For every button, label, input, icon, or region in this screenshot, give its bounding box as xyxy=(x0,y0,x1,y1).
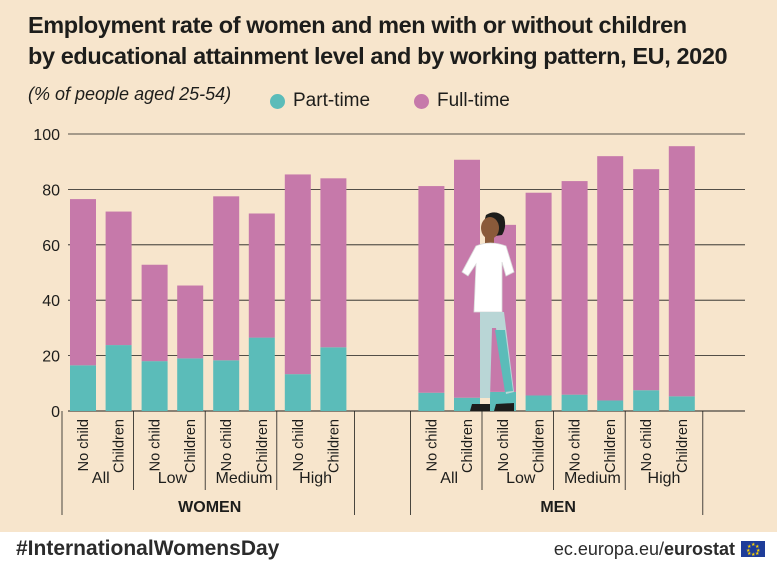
bar-part-time xyxy=(561,394,588,411)
bar-chart: 0 20 40 60 80 100 No child Children No child Chil… xyxy=(33,127,745,516)
bar-full-time xyxy=(561,181,588,395)
subgroup-label: All xyxy=(440,470,458,487)
y-tick-label: 0 xyxy=(51,404,60,421)
legend-full-time: Full-time xyxy=(414,90,510,112)
bar-category-label: Children xyxy=(460,419,476,473)
bar-full-time xyxy=(141,264,168,362)
legend-part-time: Part-time xyxy=(270,90,370,112)
footer-site[interactable]: ec.europa.eu/eurostat xyxy=(554,539,735,560)
group-label: WOMEN xyxy=(178,499,241,516)
bar-full-time xyxy=(284,174,311,375)
y-tick-label: 40 xyxy=(42,293,60,310)
standing-person-illustration xyxy=(461,212,515,411)
bar-full-time xyxy=(320,178,347,348)
bar-part-time xyxy=(248,337,275,411)
bar-part-time xyxy=(597,400,624,411)
chart-subtitle: (% of people aged 25-54) xyxy=(28,84,232,104)
bar-part-time xyxy=(320,347,347,411)
subgroup-label: Medium xyxy=(564,470,621,487)
bar-full-time xyxy=(597,156,624,401)
bar-part-time xyxy=(141,361,168,411)
bar-part-time xyxy=(70,365,96,411)
bar-category-label: No child xyxy=(639,419,655,471)
footer-hashtag: #InternationalWomensDay xyxy=(16,537,280,560)
subgroup-label: Medium xyxy=(216,470,273,487)
chart-title: Employment rate of women and men with or… xyxy=(28,10,728,72)
footer-bar xyxy=(0,532,777,567)
bar-category-label: Children xyxy=(675,419,691,473)
subgroup-label: All xyxy=(92,470,110,487)
y-tick-label: 80 xyxy=(42,182,60,199)
subgroup-label: High xyxy=(299,470,332,487)
bar-full-time xyxy=(633,169,660,391)
bar-part-time xyxy=(668,396,695,411)
group-label: MEN xyxy=(540,499,576,516)
bar-category-label: Children xyxy=(112,419,128,473)
chart-title-line2: by educational attainment level and by w… xyxy=(28,43,728,69)
subgroup-label: Low xyxy=(158,470,188,487)
bar-category-label: No child xyxy=(424,419,440,471)
bar-part-time xyxy=(284,374,311,411)
y-tick-label: 60 xyxy=(42,238,60,255)
bar-full-time xyxy=(668,146,695,397)
bar-category-label: No child xyxy=(148,419,164,471)
legend-swatch-full-time xyxy=(414,93,429,109)
bar-full-time xyxy=(213,196,240,361)
bar-full-time xyxy=(418,186,445,393)
bar-full-time xyxy=(70,199,96,366)
bar-category-label: Children xyxy=(326,419,342,473)
chart-title-line1: Employment rate of women and men with or… xyxy=(28,12,687,38)
bar-full-time xyxy=(105,211,132,346)
bar-part-time xyxy=(105,345,132,411)
bar-category-label: Children xyxy=(183,419,199,473)
eu-flag-icon: ★ ★ ★ ★ ★ ★ ★ ★ xyxy=(741,541,765,558)
legend-swatch-part-time xyxy=(270,93,285,109)
bar-part-time xyxy=(213,360,240,411)
bar-full-time xyxy=(177,285,204,359)
footer-site-prefix: ec.europa.eu/ xyxy=(553,539,664,559)
y-tick-label: 100 xyxy=(33,127,60,144)
bar-part-time xyxy=(633,390,660,411)
bar-full-time xyxy=(525,192,552,396)
bar-category-label: Children xyxy=(603,419,619,473)
bar-category-label: No child xyxy=(76,419,92,471)
legend-label-full-time: Full-time xyxy=(437,90,510,111)
subgroup-label: High xyxy=(648,470,681,487)
bar-category-label: Children xyxy=(532,419,548,473)
legend-label-part-time: Part-time xyxy=(293,90,371,111)
bar-category-label: Children xyxy=(255,419,271,473)
y-tick-label: 20 xyxy=(42,349,60,366)
bar-full-time xyxy=(248,213,275,338)
bar-category-label: No child xyxy=(568,419,584,471)
bar-part-time xyxy=(525,395,552,411)
bar-part-time xyxy=(177,358,204,411)
bar-part-time xyxy=(418,392,445,411)
bar-category-label: No child xyxy=(291,419,307,471)
subgroup-label: Low xyxy=(506,470,536,487)
bar-category-label: No child xyxy=(496,419,512,471)
bar-category-label: No child xyxy=(219,419,235,471)
footer-site-brand: eurostat xyxy=(663,539,735,559)
